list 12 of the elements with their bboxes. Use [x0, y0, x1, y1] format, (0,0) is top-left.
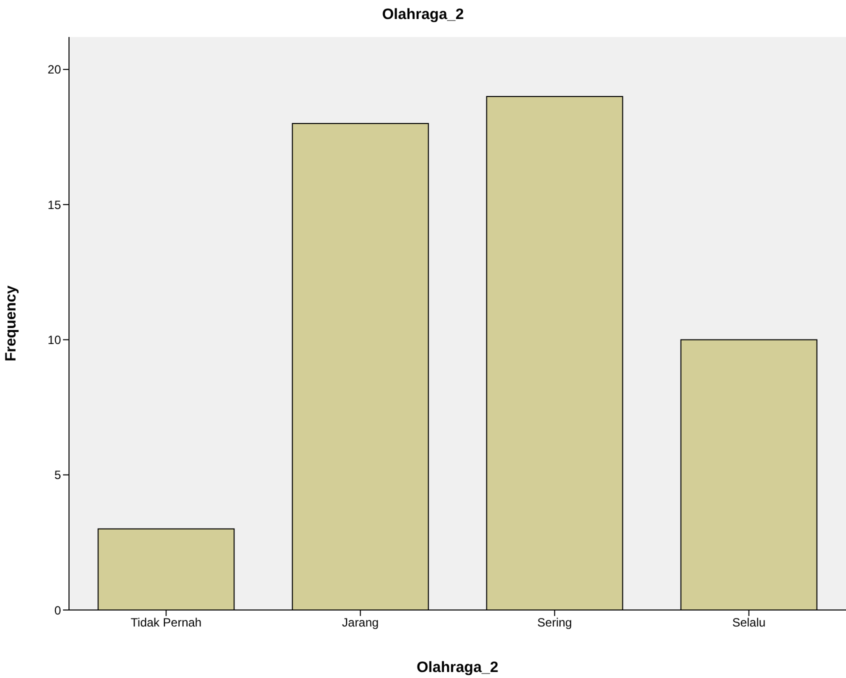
y-tick-label: 0	[54, 603, 62, 618]
y-tick-label: 10	[48, 332, 62, 347]
y-axis-title: Frequency	[2, 284, 20, 362]
chart-title: Olahraga_2	[381, 6, 465, 23]
x-tick-label: Sering	[537, 616, 572, 630]
x-tick-label: Selalu	[732, 616, 766, 630]
x-tick-label: Tidak Pernah	[130, 616, 202, 630]
y-tick-label: 15	[48, 198, 62, 212]
y-tick-label: 20	[48, 62, 62, 77]
y-tick-label: 5	[54, 468, 62, 482]
x-tick-label: Jarang	[342, 616, 379, 630]
x-axis-title: Olahraga_2	[416, 659, 498, 676]
